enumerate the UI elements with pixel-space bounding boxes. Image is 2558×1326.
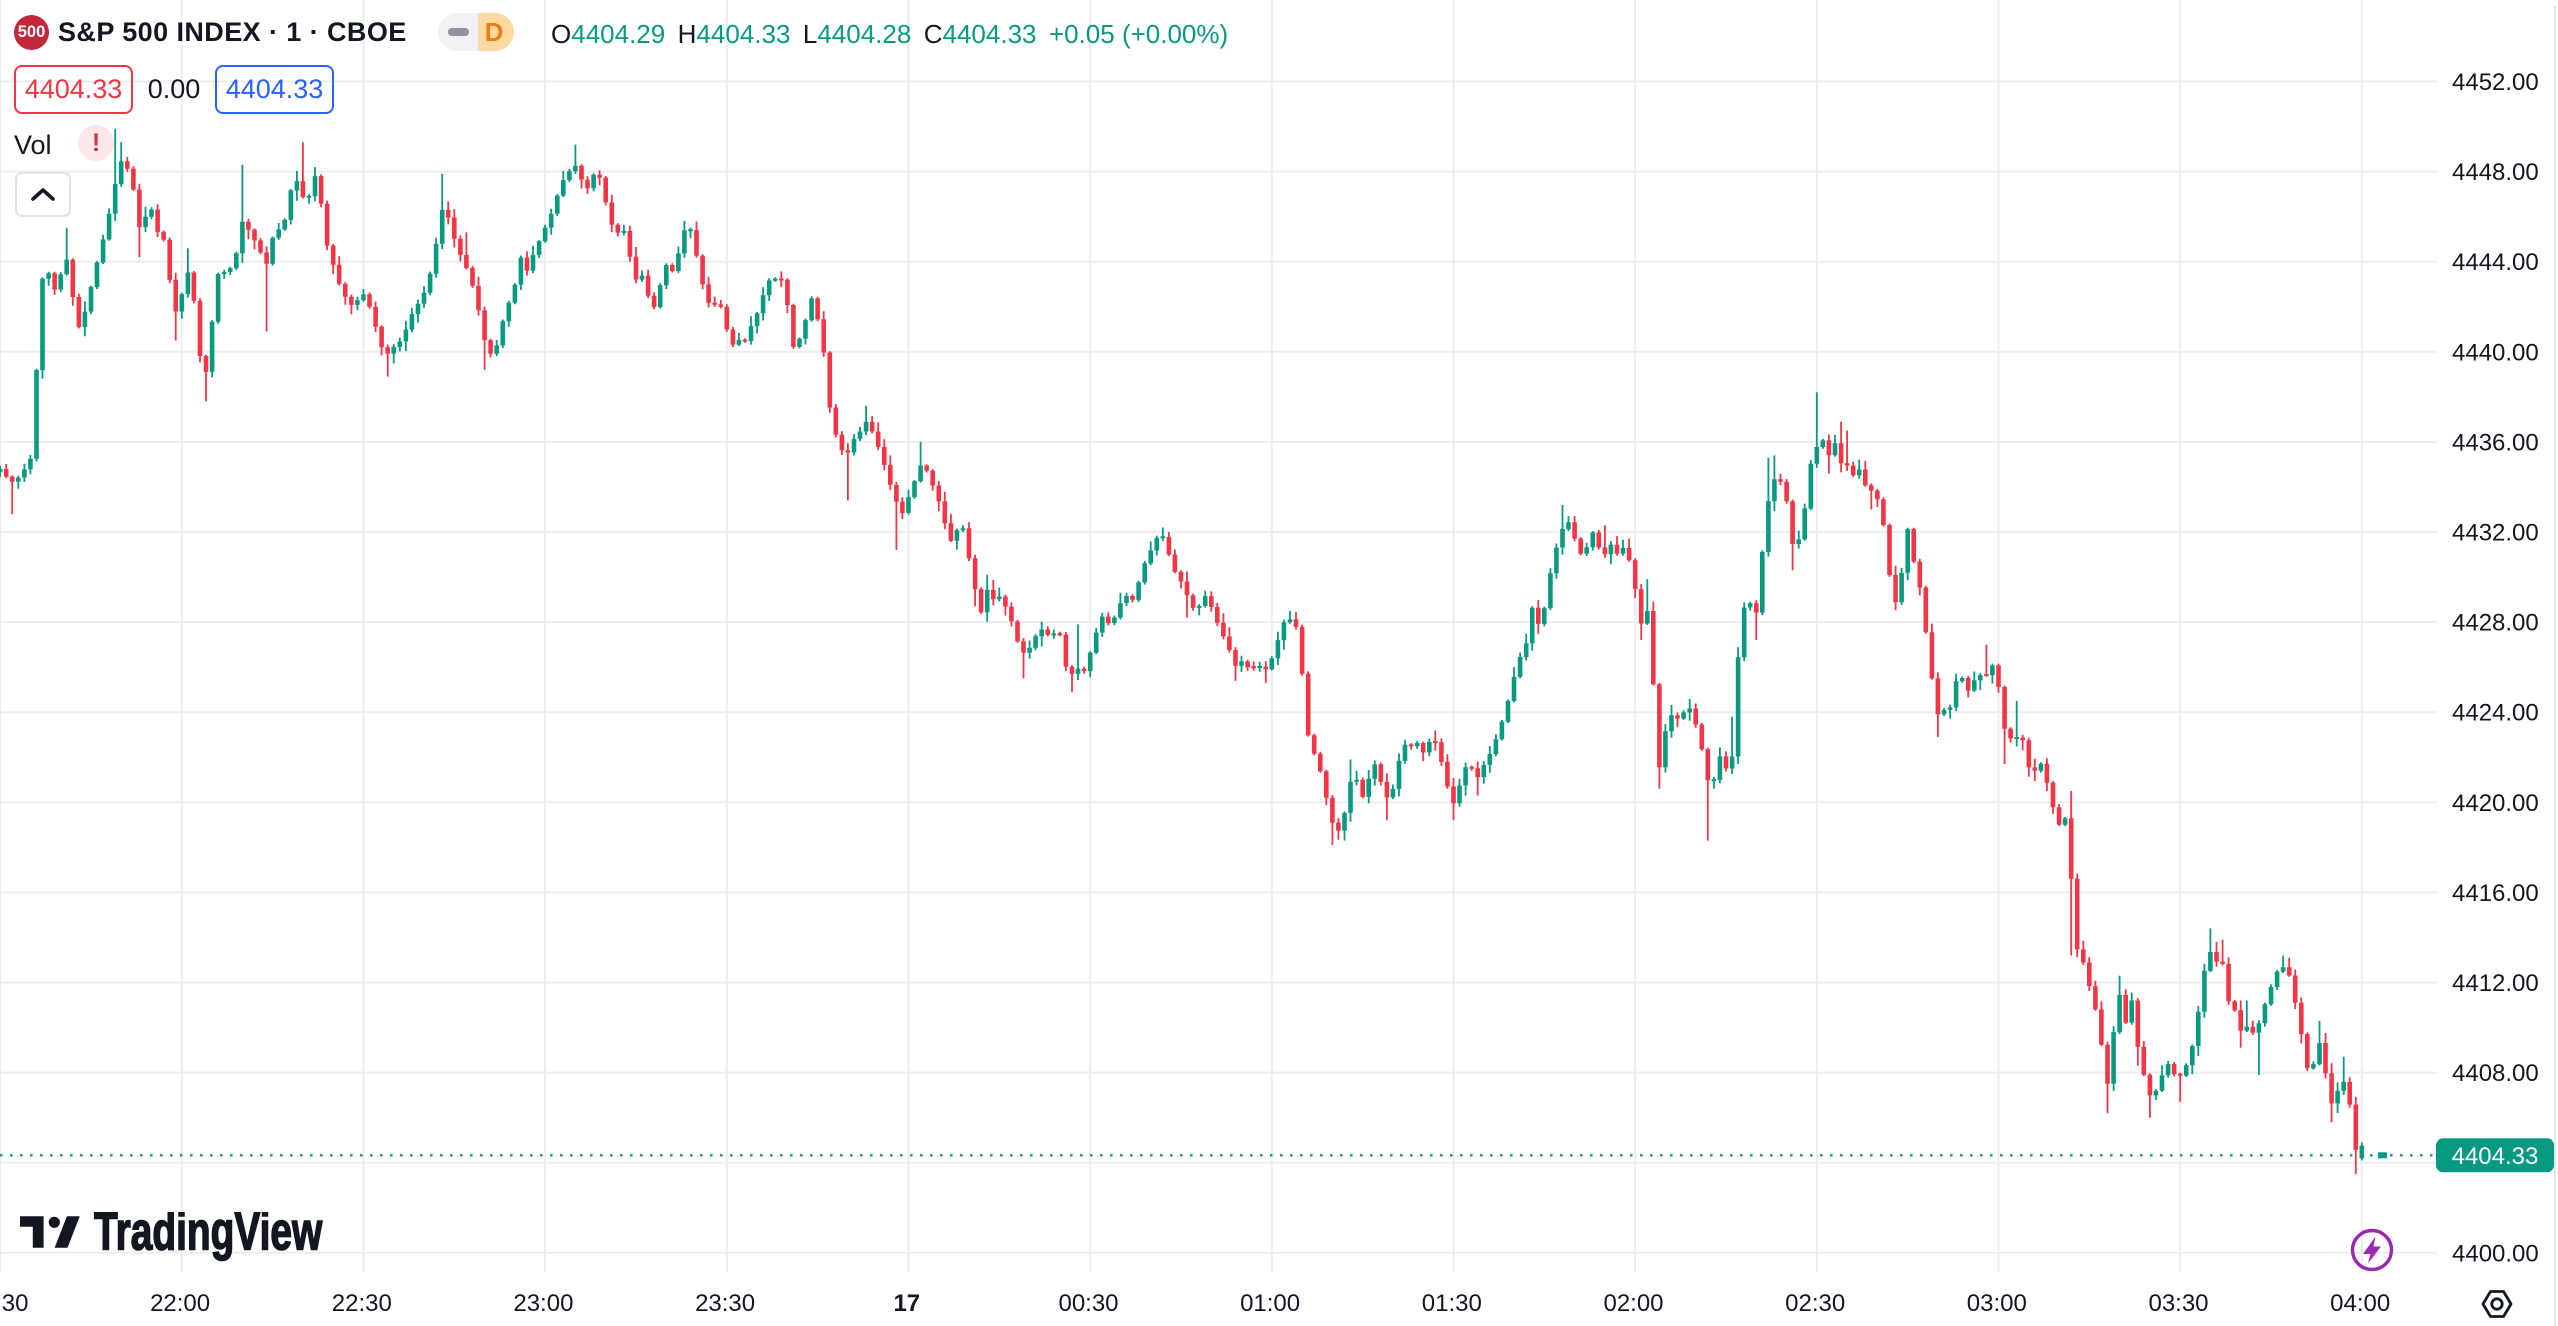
svg-text:01:00: 01:00 [1240,1290,1300,1317]
svg-text:4412.00: 4412.00 [2452,970,2539,997]
svg-text:4436.00: 4436.00 [2452,429,2539,456]
svg-text:4448.00: 4448.00 [2452,159,2539,186]
svg-text:4404.33: 4404.33 [2452,1143,2539,1170]
svg-text:TradingView: TradingView [94,1212,323,1261]
svg-text:4452.00: 4452.00 [2452,69,2539,96]
svg-text:22:00: 22:00 [150,1290,210,1317]
svg-text:4440.00: 4440.00 [2452,339,2539,366]
svg-text:02:00: 02:00 [1603,1290,1663,1317]
svg-text:00:30: 00:30 [1058,1290,1118,1317]
svg-text:4428.00: 4428.00 [2452,610,2539,637]
svg-text:01:30: 01:30 [1422,1290,1482,1317]
svg-text:02:30: 02:30 [1785,1290,1845,1317]
svg-text:4444.00: 4444.00 [2452,249,2539,276]
svg-text:22:30: 22:30 [332,1290,392,1317]
svg-text:23:30: 23:30 [695,1290,755,1317]
svg-text:4416.00: 4416.00 [2452,880,2539,907]
svg-text:4424.00: 4424.00 [2452,700,2539,727]
svg-text:17: 17 [893,1290,920,1317]
svg-text:04:00: 04:00 [2330,1290,2390,1317]
svg-text:4408.00: 4408.00 [2452,1060,2539,1087]
svg-text:4432.00: 4432.00 [2452,520,2539,547]
svg-text:21:30: 21:30 [0,1290,28,1317]
svg-text:4400.00: 4400.00 [2452,1240,2539,1267]
svg-text:03:30: 03:30 [2148,1290,2208,1317]
svg-text:4420.00: 4420.00 [2452,790,2539,817]
svg-text:23:00: 23:00 [513,1290,573,1317]
svg-text:03:00: 03:00 [1967,1290,2027,1317]
